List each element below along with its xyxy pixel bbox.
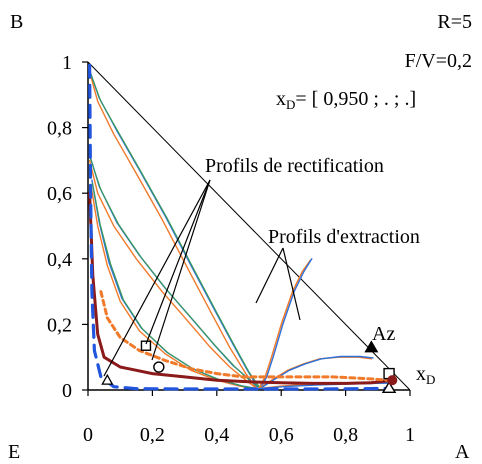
- x-tick-label: 0: [83, 424, 93, 446]
- y-tick-label: 1: [62, 52, 72, 74]
- series-line-5: [89, 156, 260, 388]
- y-tick-label: 0,2: [47, 314, 72, 336]
- rect-triangle-marker: [101, 373, 114, 385]
- x-tick-label: 1: [405, 424, 415, 446]
- az-marker: [364, 340, 379, 353]
- arrow-rect-2: [151, 179, 211, 361]
- x-tick-label: 0,4: [204, 424, 229, 446]
- annotation-rectification: Profils de rectification: [205, 155, 384, 177]
- corner-label-a: A: [455, 441, 470, 463]
- arrow-extr-2: [282, 247, 301, 321]
- series-line-10: [259, 258, 313, 390]
- arrow-rect-1: [103, 179, 211, 377]
- x-tick-label: 0,2: [140, 424, 165, 446]
- y-ticks: 0 0,2 0,4 0,6 0,8 1: [47, 52, 88, 402]
- series-line-12: [259, 355, 374, 390]
- arrow-rect-3: [145, 179, 211, 345]
- series-line-3: [88, 159, 257, 389]
- param-xd: xD= [ 0,950 ; . ; .]: [276, 88, 416, 112]
- series-line-8: [91, 182, 260, 390]
- series-line-17: [88, 63, 391, 391]
- annotation-xd: xD: [416, 363, 435, 387]
- param-xd-sub: D: [286, 97, 295, 112]
- y-tick-label: 0,8: [47, 118, 72, 140]
- annotation-xd-sub: D: [426, 372, 435, 387]
- y-tick-label: 0,4: [47, 249, 72, 271]
- series-line-15: [88, 191, 394, 385]
- param-fv: F/V=0,2: [405, 50, 472, 72]
- annotation-az: Az: [372, 323, 395, 345]
- x-tick-label: 0,8: [333, 424, 358, 446]
- x-ticks: 0 0,2 0,4 0,6 0,8 1: [83, 390, 415, 446]
- corner-label-b: B: [10, 11, 23, 33]
- xd-triangle-marker: [381, 380, 397, 394]
- xd-dot-marker: [387, 375, 398, 386]
- arrow-extr-1: [255, 247, 284, 304]
- markers-group: [101, 340, 398, 394]
- series-line-6: [90, 185, 257, 390]
- series-line-16: [99, 290, 391, 382]
- corner-label-e: E: [8, 441, 20, 463]
- series-line-2: [89, 71, 260, 387]
- x-tick-label: 0,6: [269, 424, 294, 446]
- series-line-9: [258, 259, 311, 390]
- param-r: R=5: [437, 11, 472, 33]
- annotation-xd-prefix: x: [416, 363, 426, 385]
- annotation-extraction: Profils d'extraction: [268, 226, 420, 248]
- param-xd-prefix: x: [276, 88, 286, 110]
- rect-circle-marker: [153, 361, 165, 373]
- param-xd-value: = [ 0,950 ; . ; .]: [295, 88, 416, 110]
- rect-square-marker: [140, 340, 152, 351]
- y-tick-label: 0,6: [47, 183, 72, 205]
- series-group: [88, 63, 394, 391]
- y-tick-label: 0: [62, 380, 72, 402]
- hypotenuse: [87, 61, 411, 391]
